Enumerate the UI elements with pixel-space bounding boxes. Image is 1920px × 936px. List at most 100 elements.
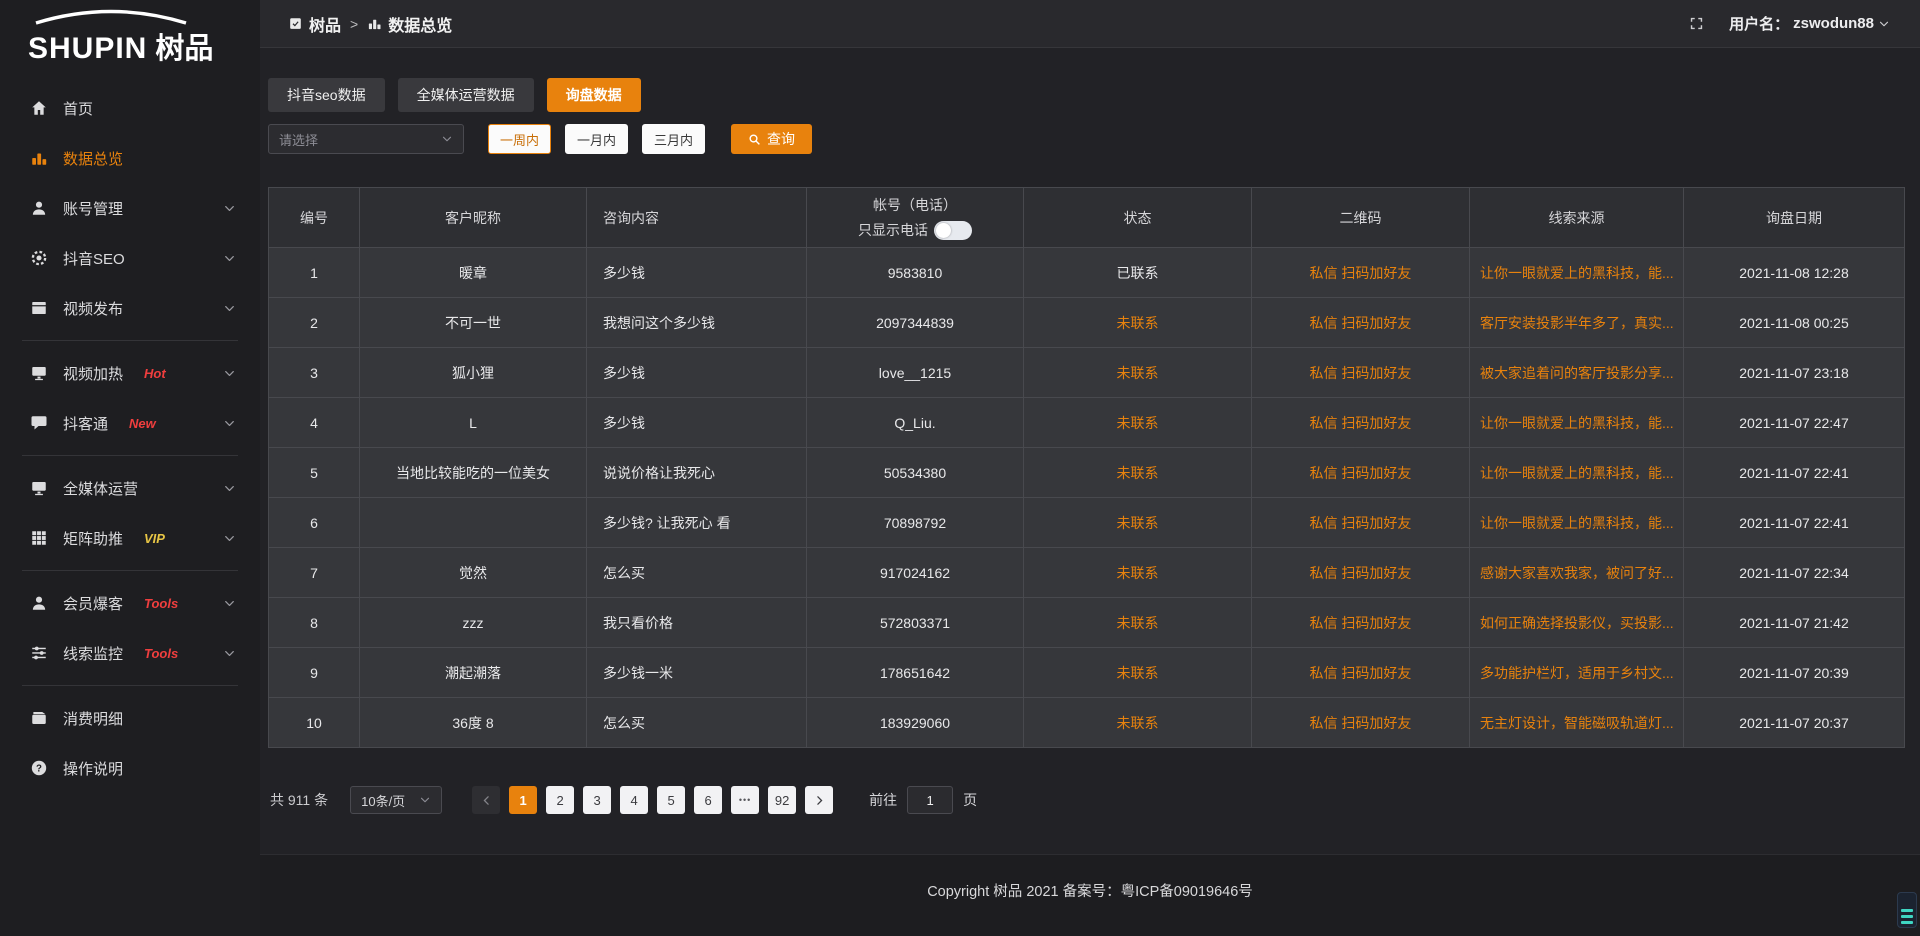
- page-number-button[interactable]: 3: [583, 786, 612, 814]
- cell-status: 未联系: [1023, 647, 1252, 698]
- source-link[interactable]: 让你一眼就爱上的黑科技，能...: [1480, 264, 1674, 281]
- chat-icon: [30, 414, 48, 432]
- sidebar-item[interactable]: 抖客通 New: [0, 398, 260, 448]
- cell-account: 50534380: [806, 447, 1024, 498]
- svg-text:?: ?: [36, 763, 42, 774]
- sidebar-item[interactable]: 抖音SEO: [0, 233, 260, 283]
- status-badge: New: [129, 415, 156, 431]
- sidebar-item[interactable]: 视频加热 Hot: [0, 348, 260, 398]
- next-page-button[interactable]: [805, 786, 834, 814]
- column-header-no: 编号: [268, 187, 360, 248]
- source-link[interactable]: 让你一眼就爱上的黑科技，能...: [1480, 414, 1674, 431]
- sidebar-item[interactable]: 会员爆客 Tools: [0, 578, 260, 628]
- sidebar-item[interactable]: 账号管理: [0, 183, 260, 233]
- sidebar-item[interactable]: 线索监控 Tools: [0, 628, 260, 678]
- inquiry-table: 编号 客户昵称 咨询内容 帐号（电话） 只显示电话 状态 二维码 线索来源: [268, 187, 1905, 748]
- prev-page-button[interactable]: [472, 786, 501, 814]
- qr-links[interactable]: 私信 扫码加好友: [1309, 714, 1412, 731]
- breadcrumb-current[interactable]: 数据总览: [367, 12, 452, 36]
- source-link[interactable]: 感谢大家喜欢我家，被问了好...: [1480, 564, 1674, 581]
- tab-bar: 抖音seo数据 全媒体运营数据 询盘数据: [268, 78, 1905, 112]
- time-range-button[interactable]: 一周内: [488, 124, 551, 154]
- source-link[interactable]: 被大家追着问的客厅投影分享...: [1480, 364, 1674, 381]
- cell-qrcode: 私信 扫码加好友: [1251, 347, 1470, 398]
- qr-links[interactable]: 私信 扫码加好友: [1309, 314, 1412, 331]
- cell-content: 怎么买: [586, 697, 807, 748]
- sidebar-item[interactable]: 数据总览: [0, 133, 260, 183]
- sidebar-item[interactable]: 矩阵助推 VIP: [0, 513, 260, 563]
- page-number-button[interactable]: 4: [620, 786, 649, 814]
- cell-source: 让你一眼就爱上的黑科技，能...: [1469, 247, 1684, 298]
- goto-page-input[interactable]: [907, 786, 954, 814]
- breadcrumb-root[interactable]: 树品: [288, 12, 341, 36]
- floating-widget[interactable]: [1897, 892, 1917, 928]
- sidebar-item-label: 抖客通: [63, 415, 109, 433]
- sidebar-item-label: 消费明细: [63, 710, 124, 728]
- sidebar-item[interactable]: 消费明细: [0, 693, 260, 743]
- source-link[interactable]: 无主灯设计，智能磁吸轨道灯...: [1480, 714, 1674, 731]
- qr-links[interactable]: 私信 扫码加好友: [1309, 614, 1412, 631]
- source-link[interactable]: 如何正确选择投影仪，买投影...: [1480, 614, 1674, 631]
- source-link[interactable]: 多功能护栏灯，适用于乡村文...: [1480, 664, 1674, 681]
- time-range-label: 三月内: [653, 132, 693, 148]
- source-link[interactable]: 让你一眼就爱上的黑科技，能...: [1480, 514, 1674, 531]
- column-header-account: 帐号（电话） 只显示电话: [806, 187, 1024, 248]
- cell-status: 未联系: [1023, 697, 1252, 748]
- time-range-button[interactable]: 一月内: [565, 124, 628, 154]
- qr-links[interactable]: 私信 扫码加好友: [1309, 414, 1412, 431]
- time-range-button[interactable]: 三月内: [642, 124, 705, 154]
- source-link[interactable]: 让你一眼就爱上的黑科技，能...: [1480, 464, 1674, 481]
- qr-links[interactable]: 私信 扫码加好友: [1309, 264, 1412, 281]
- monitor-icon: [30, 479, 48, 497]
- cell-status: 未联系: [1023, 397, 1252, 448]
- fullscreen-icon[interactable]: [1688, 15, 1705, 32]
- cell-nickname: L: [359, 397, 587, 448]
- sidebar-item[interactable]: 视频发布: [0, 283, 260, 333]
- source-link[interactable]: 客厅安装投影半年多了，真实...: [1480, 314, 1674, 331]
- cell-date: 2021-11-07 21:42: [1683, 597, 1905, 648]
- page-number-button[interactable]: 92: [768, 786, 797, 814]
- footer: Copyright 树品 2021 备案号：粤ICP备09019646号: [260, 854, 1920, 936]
- sidebar-item[interactable]: 首页: [0, 83, 260, 133]
- cell-no: 5: [268, 447, 360, 498]
- sidebar-item[interactable]: 全媒体运营: [0, 463, 260, 513]
- phone-only-toggle[interactable]: [934, 220, 972, 240]
- page-number-button[interactable]: 6: [694, 786, 723, 814]
- page-number-label: 3: [593, 792, 601, 808]
- page-number-button[interactable]: 1: [509, 786, 538, 814]
- qr-links[interactable]: 私信 扫码加好友: [1309, 364, 1412, 381]
- cell-source: 被大家追着问的客厅投影分享...: [1469, 347, 1684, 398]
- qr-links[interactable]: 私信 扫码加好友: [1309, 564, 1412, 581]
- chevron-down-icon: [223, 647, 236, 660]
- chevron-down-icon: [223, 202, 236, 215]
- page-number-button[interactable]: •••: [731, 786, 760, 814]
- filter-select[interactable]: 请选择: [268, 124, 464, 154]
- cell-date: 2021-11-07 20:37: [1683, 697, 1905, 748]
- tab[interactable]: 抖音seo数据: [268, 78, 385, 112]
- cell-status: 已联系: [1023, 247, 1252, 298]
- user-menu[interactable]: 用户名： zswodun88: [1729, 13, 1890, 34]
- search-button[interactable]: 查询: [731, 124, 812, 154]
- tab[interactable]: 询盘数据: [546, 78, 641, 112]
- status-badge: Tools: [144, 645, 179, 661]
- status-badge: Hot: [144, 365, 166, 381]
- cell-status: 未联系: [1023, 497, 1252, 548]
- cell-content: 多少钱? 让我死心 看: [586, 497, 807, 548]
- cell-content: 我只看价格: [586, 597, 807, 648]
- tab[interactable]: 全媒体运营数据: [397, 78, 534, 112]
- topbar-right: 用户名： zswodun88: [1688, 13, 1890, 34]
- cell-no: 2: [268, 297, 360, 348]
- cell-content: 多少钱: [586, 247, 807, 298]
- qr-links[interactable]: 私信 扫码加好友: [1309, 514, 1412, 531]
- column-header-account-title: 帐号（电话）: [873, 197, 957, 213]
- qr-links[interactable]: 私信 扫码加好友: [1309, 664, 1412, 681]
- top-bar: 树品 > 数据总览 用户名： zswodun88: [260, 0, 1920, 48]
- qr-links[interactable]: 私信 扫码加好友: [1309, 464, 1412, 481]
- page-size-select[interactable]: 10条/页: [350, 786, 443, 814]
- table-row: 1 暖章 多少钱 9583810 已联系 私信 扫码加好友 让你一眼就爱上的黑科…: [268, 247, 1905, 298]
- sidebar-item[interactable]: ? 操作说明: [0, 743, 260, 793]
- breadcrumb: 树品 > 数据总览: [288, 12, 452, 36]
- page-number-button[interactable]: 2: [546, 786, 575, 814]
- page-number-button[interactable]: 5: [657, 786, 686, 814]
- page-size-value: 10条/页: [361, 793, 406, 809]
